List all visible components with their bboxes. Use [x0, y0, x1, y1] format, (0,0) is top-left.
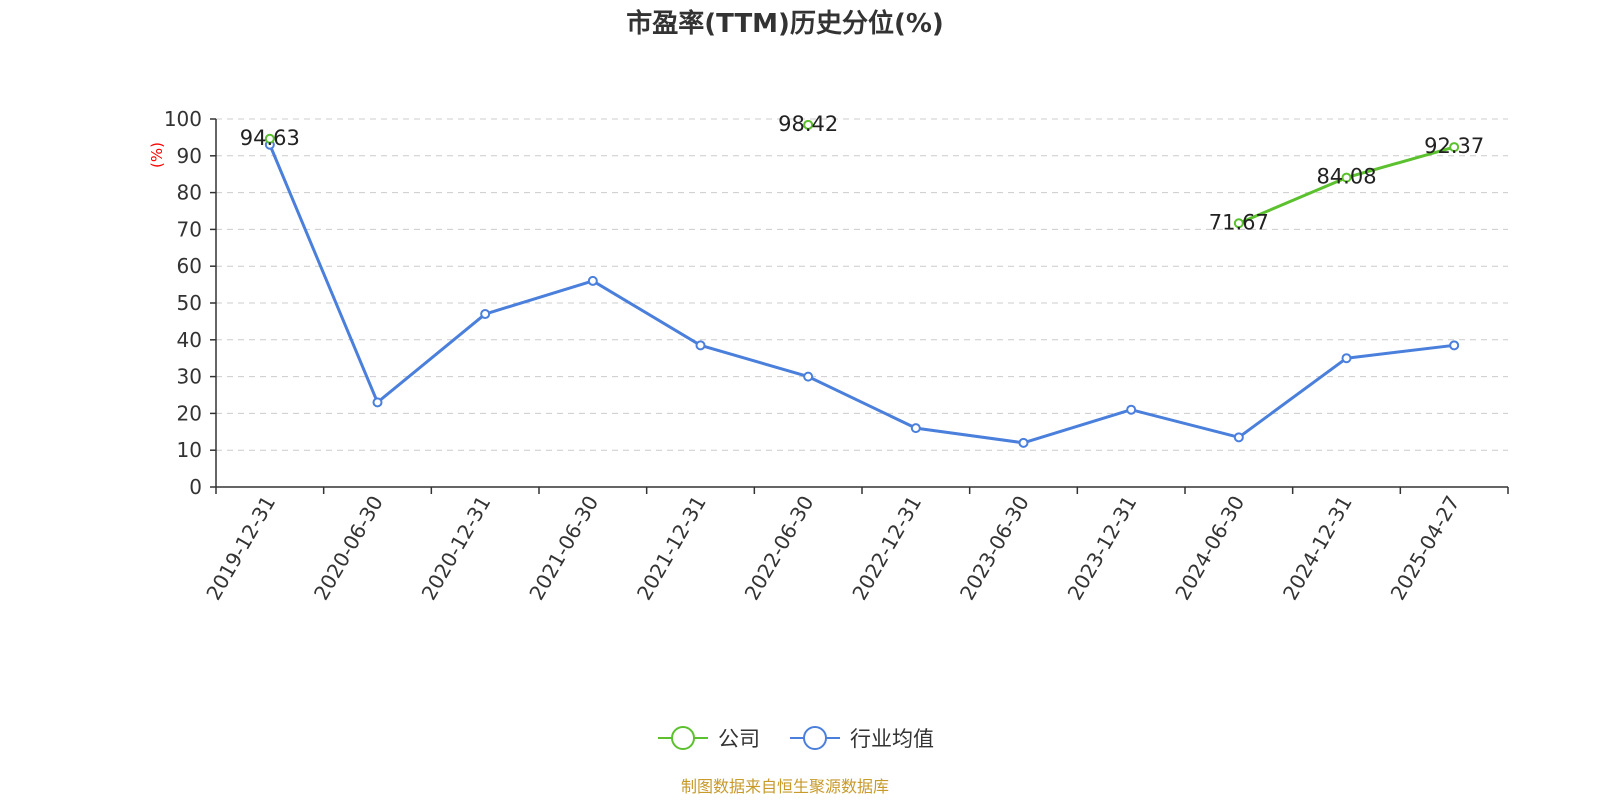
series-lines	[268, 144, 1455, 445]
data-label: 84.08	[1316, 165, 1376, 189]
x-tick-label: 2019-12-31	[201, 492, 280, 605]
x-tick-label: 2023-12-31	[1063, 492, 1142, 605]
series-line-industry-average	[268, 144, 1455, 445]
data-point-company[interactable]	[803, 119, 814, 130]
data-point-industry-average[interactable]	[372, 397, 383, 408]
x-tick-label: 2023-06-30	[955, 492, 1034, 605]
legend-label: 行业均值	[850, 727, 934, 751]
x-tick-label: 2025-04-27	[1386, 492, 1465, 605]
y-tick-label: 90	[177, 144, 202, 168]
data-point-company[interactable]	[1233, 218, 1244, 229]
x-tick-label: 2020-12-31	[417, 491, 496, 604]
data-label: 71.67	[1209, 210, 1269, 234]
y-axis-unit-label: (%)	[148, 142, 166, 168]
x-tick-label: 2024-06-30	[1170, 492, 1249, 605]
y-tick-label: 60	[177, 254, 202, 278]
data-point-industry-average[interactable]	[695, 340, 706, 351]
y-tick-label: 30	[177, 365, 202, 389]
x-tick-label: 2020-06-30	[309, 492, 388, 605]
data-points	[264, 119, 1460, 448]
x-tick-label: 2021-12-31	[632, 492, 711, 605]
data-point-company[interactable]	[264, 133, 275, 144]
data-label: 92.37	[1424, 134, 1484, 158]
x-tick-label: 2021-06-30	[524, 492, 603, 605]
y-tick-label: 80	[177, 181, 202, 205]
y-tick-label: 10	[177, 438, 202, 462]
y-tick-label: 70	[177, 217, 202, 241]
y-tick-label: 100	[164, 107, 202, 131]
y-tick-label: 0	[189, 475, 202, 499]
data-label: 94.63	[240, 126, 300, 150]
legend-marker	[671, 726, 695, 750]
axes: 0 10 20 30 40 50 60 70 80 90 100 2019-12-31 2020-06-…	[164, 107, 1509, 605]
data-point-industry-average[interactable]	[1126, 404, 1137, 415]
y-tick-label: 20	[177, 401, 202, 425]
data-point-industry-average[interactable]	[1018, 437, 1029, 448]
data-point-company[interactable]	[1449, 142, 1460, 153]
legend-item-company[interactable]: 公司	[658, 726, 760, 751]
legend-item-industry-average[interactable]: 行业均值	[790, 726, 934, 751]
x-tick-label: 2022-12-31	[847, 491, 926, 604]
grid-lines	[216, 118, 1508, 451]
data-label: 98.42	[778, 112, 838, 136]
data-point-industry-average[interactable]	[480, 309, 491, 320]
legend-marker	[803, 726, 827, 750]
x-tick-label: 2022-06-30	[740, 492, 819, 605]
data-point-industry-average[interactable]	[1233, 432, 1244, 443]
y-tick-label: 40	[177, 328, 202, 352]
source-note: 制图数据来自恒生聚源数据库	[681, 777, 889, 796]
data-point-industry-average[interactable]	[803, 371, 814, 382]
data-point-industry-average[interactable]	[1341, 353, 1352, 364]
x-tick-label: 2024-12-31	[1278, 492, 1357, 605]
data-point-company[interactable]	[1341, 172, 1352, 183]
data-point-industry-average[interactable]	[1449, 340, 1460, 351]
data-point-industry-average[interactable]	[587, 275, 598, 286]
legend-label: 公司	[718, 727, 760, 751]
data-labels: 94.63 98.42 71.67 84.08 92.37	[240, 112, 1484, 234]
y-tick-label: 50	[177, 291, 202, 315]
legend[interactable]: 公司 行业均值	[658, 726, 934, 751]
chart-title: 市盈率(TTM)历史分位(%)	[626, 8, 944, 39]
data-point-industry-average[interactable]	[910, 423, 921, 434]
